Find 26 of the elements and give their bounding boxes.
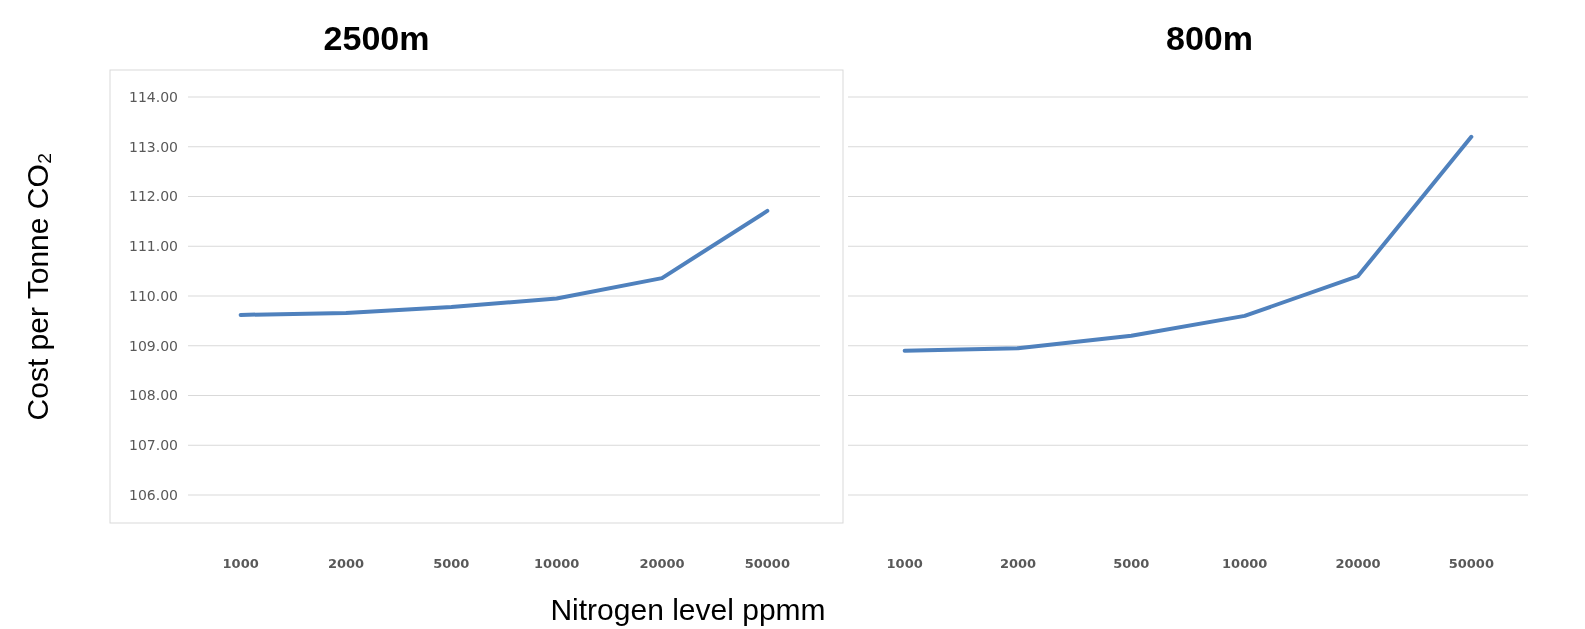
x-tick-label: 2000 [327, 555, 365, 571]
x-tick-label: 50000 [744, 555, 790, 571]
y-tick-label: 109.00 [129, 337, 178, 354]
x-axis-title: Nitrogen level ppmm [550, 593, 826, 626]
y-axis-title: Cost per Tonne CO₂ [21, 152, 54, 421]
y-tick-label: 112.00 [129, 188, 178, 205]
x-tick-label: 5000 [1113, 555, 1150, 571]
y-tick-label: 113.00 [129, 138, 178, 155]
y-tick-label: 114.00 [129, 88, 178, 105]
x-tick-label: 1000 [886, 555, 923, 571]
x-tick-label: 10000 [1222, 555, 1268, 571]
x-tick-label: 50000 [1448, 555, 1494, 571]
y-tick-label: 110.00 [129, 287, 178, 304]
x-tick-label: 20000 [639, 555, 685, 571]
chart-title: 800m [1166, 19, 1253, 57]
x-tick-label: 1000 [222, 555, 259, 571]
y-tick-label: 108.00 [129, 387, 178, 404]
y-tick-label: 106.00 [129, 486, 178, 503]
chart-title: 2500m [323, 19, 430, 57]
y-tick-label: 111.00 [129, 238, 178, 255]
x-tick-label: 20000 [1335, 555, 1381, 571]
x-tick-label: 10000 [534, 555, 580, 571]
x-tick-label: 5000 [433, 555, 470, 571]
line-series [238, 208, 770, 317]
x-tick-label: 2000 [999, 555, 1037, 571]
y-tick-label: 107.00 [129, 437, 178, 454]
